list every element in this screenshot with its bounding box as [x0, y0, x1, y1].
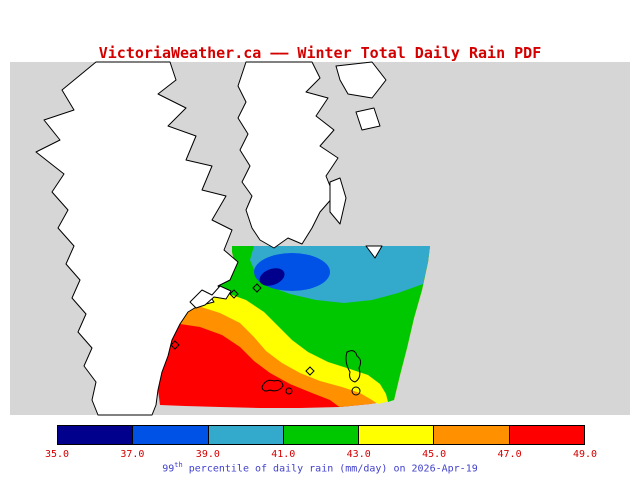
islet-outline-chain: [345, 350, 362, 383]
vancouver-island-landmass: [35, 61, 239, 416]
islet-outline-small: [285, 387, 293, 395]
victoria-harbour-detail: [189, 285, 232, 309]
colorbar-segment: [433, 426, 509, 444]
islet-outline-race-rocks: [261, 379, 284, 392]
islet-outline-round: [351, 386, 361, 396]
colorbar-segment: [358, 426, 434, 444]
caption-number: 99: [162, 463, 175, 475]
colorbar-segment: [207, 426, 283, 444]
station-markers: [170, 283, 315, 376]
james-island: [329, 177, 347, 225]
colorbar-segment: [508, 426, 584, 444]
saanich-peninsula: [237, 61, 339, 249]
colorbar-caption: 99th percentile of daily rain (mm/day) o…: [0, 461, 640, 474]
station-marker-diamond: [305, 366, 315, 376]
plot-title: VictoriaWeather.ca —— Winter Total Daily…: [98, 44, 542, 62]
contour-band-35-37: [259, 268, 285, 286]
station-marker-diamond: [229, 289, 239, 299]
coast-notch-island: [365, 245, 383, 259]
colorbar-segment: [58, 426, 133, 444]
gulf-island-north: [335, 61, 387, 99]
caption-superscript: th: [174, 461, 183, 469]
colorbar: [57, 425, 585, 445]
station-marker-diamond: [252, 283, 262, 293]
station-marker-diamond: [170, 340, 180, 350]
gulf-island-small: [355, 107, 381, 131]
colorbar-segment: [132, 426, 208, 444]
colorbar-segment: [282, 426, 359, 444]
caption-text: percentile of daily rain (mm/day) on 202…: [182, 463, 478, 475]
